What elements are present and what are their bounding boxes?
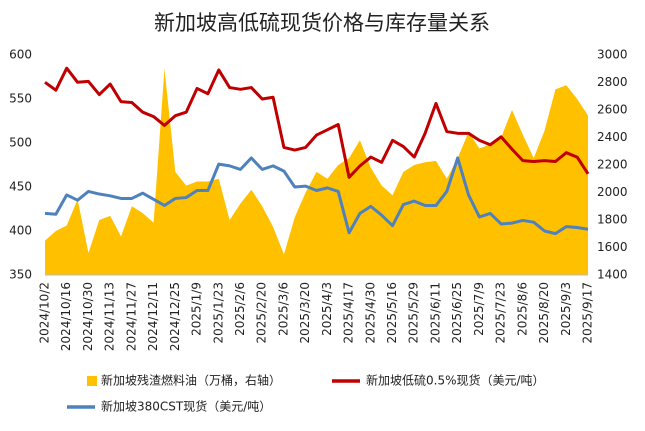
legend-label: 新加坡残渣燃料油（万桶，右轴）: [101, 373, 281, 388]
line: [44, 156, 589, 236]
y2-tick-label: 2600: [597, 103, 628, 117]
y-tick-label: 550: [9, 92, 32, 106]
y2-tick-label: 1800: [597, 213, 628, 227]
x-tick-label: 2025/9/17: [581, 282, 595, 344]
y2-tick-label: 2400: [597, 130, 628, 144]
x-tick-label: 2025/6/25: [450, 282, 464, 344]
legend-label: 新加坡低硫0.5%现货（美元/吨）: [366, 373, 545, 388]
line: [44, 66, 590, 179]
x-tick-label: 2025/4/3: [320, 282, 334, 336]
x-tick-label: 2025/4/17: [342, 282, 356, 344]
x-tick-label: 2025/5/16: [385, 282, 399, 344]
y-tick-label: 500: [9, 136, 32, 150]
y-tick-label: 450: [9, 180, 32, 194]
x-tick-label: 2025/6/11: [428, 282, 442, 344]
y2-tick-label: 1400: [597, 268, 628, 282]
x-tick-label: 2025/8/20: [537, 282, 551, 344]
x-tick-label: 2025/7/23: [494, 282, 508, 344]
legend-swatch: [87, 376, 97, 386]
x-tick-label: 2024/12/11: [146, 282, 160, 351]
x-tick-label: 2025/9/3: [559, 282, 573, 336]
x-tick-label: 2024/11/13: [103, 282, 117, 351]
y-tick-label: 400: [9, 224, 32, 238]
y2-tick-label: 2200: [597, 158, 628, 172]
y-tick-label: 600: [9, 48, 32, 62]
x-tick-label: 2024/10/30: [81, 282, 95, 351]
y-tick-label: 350: [9, 268, 32, 282]
x-tick-label: 2025/1/23: [211, 282, 225, 344]
area: [45, 68, 588, 275]
x-tick-label: 2025/2/20: [255, 282, 269, 344]
x-tick-label: 2024/12/25: [168, 282, 182, 351]
x-tick-label: 2024/11/27: [124, 282, 138, 351]
y2-tick-label: 2800: [597, 75, 628, 89]
y2-tick-label: 3000: [597, 48, 628, 62]
x-tick-label: 2025/2/6: [233, 282, 247, 336]
x-tick-label: 2025/3/20: [298, 282, 312, 344]
x-tick-label: 2024/10/16: [59, 282, 73, 351]
legend-label: 新加坡380CST现货（美元/吨）: [101, 399, 271, 414]
x-tick-label: 2025/1/9: [190, 282, 204, 336]
y2-tick-label: 2000: [597, 185, 628, 199]
x-tick-label: 2025/4/30: [363, 282, 377, 344]
y2-tick-label: 1600: [597, 240, 628, 254]
x-tick-label: 2024/10/2: [38, 282, 52, 344]
x-tick-label: 2025/7/9: [472, 282, 486, 336]
x-tick-label: 2025/5/29: [407, 282, 421, 344]
x-tick-label: 2025/8/6: [515, 282, 529, 336]
x-tick-label: 2025/3/6: [276, 282, 290, 336]
chart-title: 新加坡高低硫现货价格与库存量关系: [154, 11, 490, 35]
